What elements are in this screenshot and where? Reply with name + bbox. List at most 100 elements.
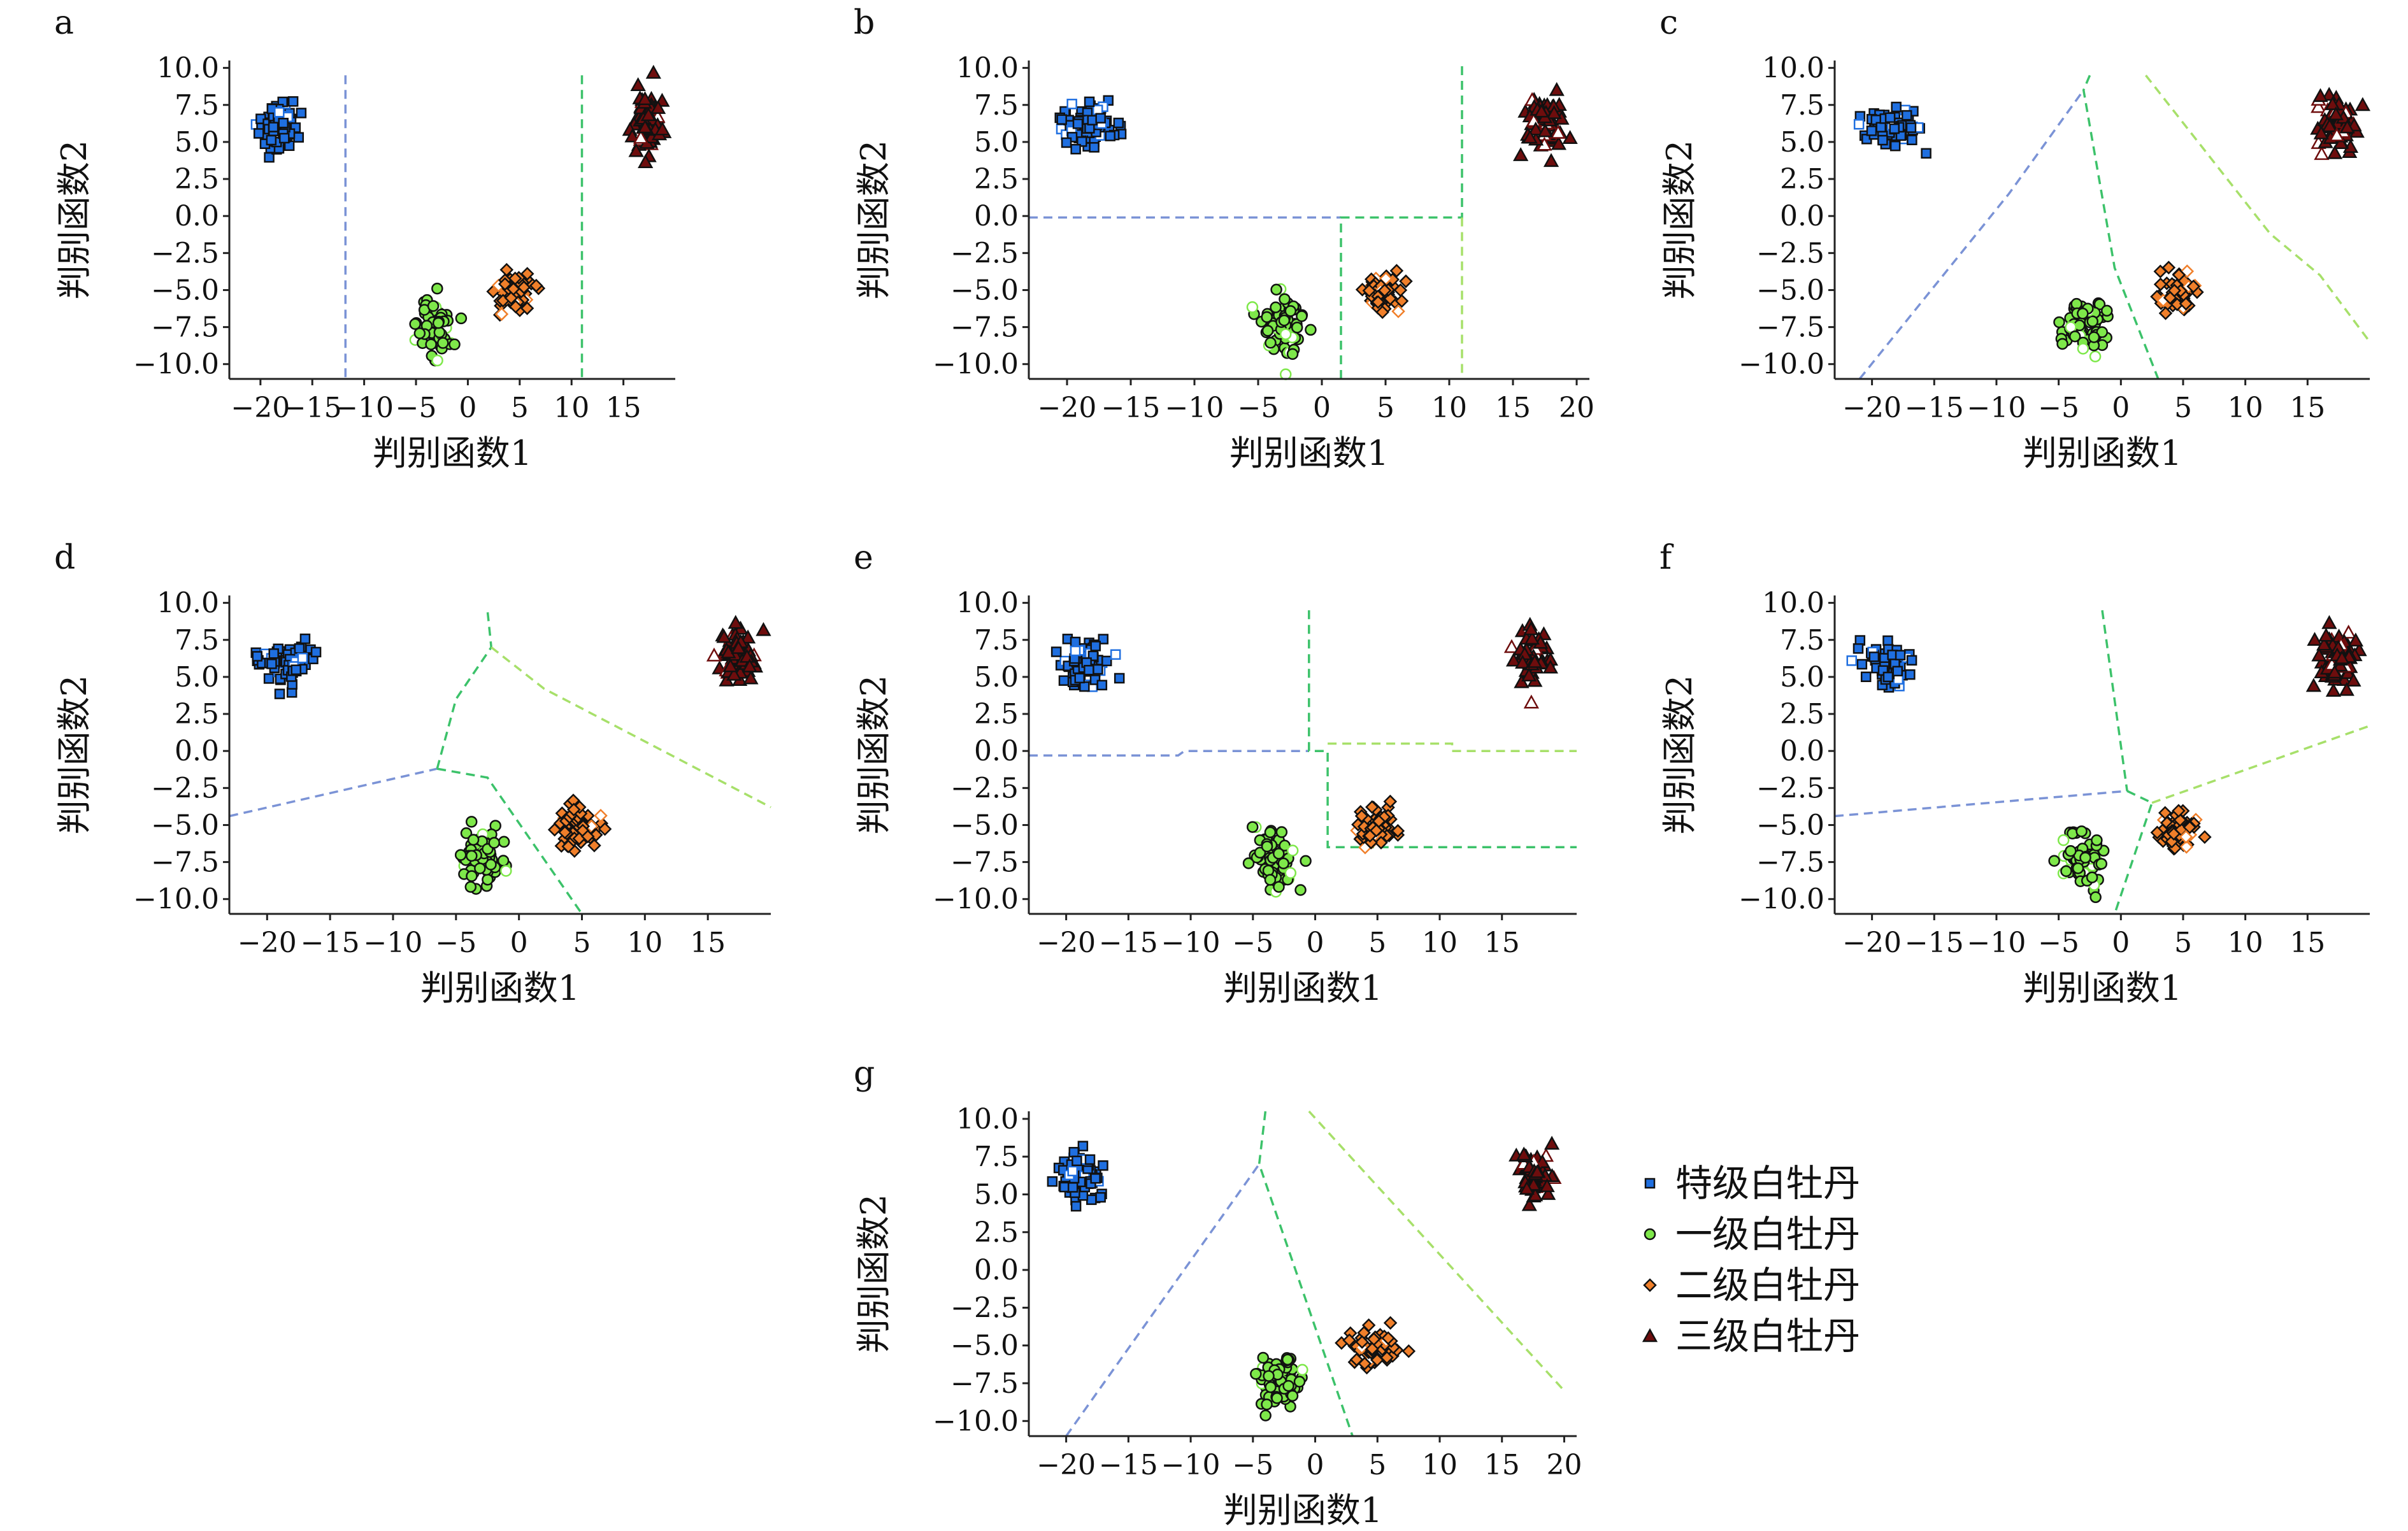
data-point [2339, 681, 2354, 696]
series-4 [1503, 616, 1559, 709]
data-point [293, 132, 305, 143]
data-point [1286, 1390, 1299, 1402]
y-tick-label: −7.5 [1756, 311, 1824, 344]
y-tick-label: 10.0 [1762, 587, 1824, 620]
data-point [1089, 142, 1100, 153]
data-point [1537, 123, 1553, 138]
series-2 [1246, 283, 1317, 381]
panel-letter: b [854, 4, 875, 42]
data-point [467, 834, 480, 846]
data-point [2158, 806, 2172, 820]
decision-boundary [1308, 1110, 1565, 1392]
data-point [1296, 1364, 1308, 1376]
series-1 [1853, 101, 1931, 159]
x-tick-label: 5 [511, 392, 529, 424]
x-tick-label: −5 [1232, 1449, 1273, 1481]
data-point [1528, 121, 1544, 136]
data-point [409, 318, 421, 330]
data-point [1077, 1141, 1089, 1151]
data-point [2329, 127, 2345, 141]
data-point [1342, 1333, 1356, 1348]
data-point [454, 849, 467, 861]
data-point [566, 802, 581, 816]
data-point [1513, 147, 1529, 161]
series-1 [250, 633, 322, 699]
legend-item: 三级白牡丹 [1642, 1314, 1860, 1358]
data-point [1261, 325, 1274, 337]
data-point [1070, 143, 1081, 155]
y-tick-label: 5.0 [175, 126, 219, 159]
data-point [437, 337, 449, 349]
data-point [1363, 829, 1377, 843]
data-point [1279, 328, 1292, 340]
data-point [2307, 632, 2323, 646]
x-tick-label: −5 [1238, 392, 1279, 424]
x-tick-label: −5 [396, 392, 437, 424]
x-tick-label: −15 [1099, 927, 1158, 959]
data-point [558, 825, 572, 839]
data-point [1084, 665, 1094, 676]
x-tick-label: 15 [1484, 1449, 1520, 1481]
panel-b: b 10.0 7.5 5.0 2.5 0.0 −2.5 −5.0 −7.5 −10.0 −20 −15… [854, 4, 1595, 473]
data-point [485, 858, 497, 871]
x-tick-label: −10 [1161, 927, 1221, 959]
data-point [1853, 643, 1864, 654]
data-point [1374, 836, 1388, 850]
data-point [1516, 1146, 1532, 1161]
data-point [739, 648, 755, 663]
data-point [2313, 125, 2329, 139]
x-tick-label: −20 [231, 392, 290, 424]
data-point [2339, 119, 2355, 134]
data-point [630, 77, 646, 92]
data-point [432, 317, 445, 329]
data-point [1514, 674, 1530, 688]
data-point [580, 829, 595, 844]
data-point [2056, 338, 2068, 350]
data-point [2321, 118, 2338, 132]
data-point [2179, 840, 2193, 854]
x-tick-label: 0 [1307, 927, 1324, 959]
data-point [720, 644, 736, 659]
data-point [1264, 826, 1277, 839]
data-point [1275, 826, 1288, 838]
data-point [1066, 99, 1077, 110]
x-tick-label: 5 [573, 927, 591, 959]
data-point [1101, 655, 1112, 667]
data-point [1540, 1186, 1556, 1200]
panel-letter: f [1659, 539, 1674, 577]
data-point [1539, 1178, 1555, 1192]
y-tick-label: −2.5 [950, 772, 1019, 804]
x-tick-label: 0 [1313, 392, 1331, 424]
data-point [1526, 1176, 1542, 1191]
x-tick-label: 0 [459, 392, 477, 424]
data-point [742, 658, 757, 673]
data-point [2172, 804, 2186, 818]
data-point [2163, 290, 2177, 305]
series-2 [1242, 821, 1312, 898]
data-point [1401, 1344, 1416, 1358]
data-point [1868, 652, 1880, 662]
data-point [268, 122, 279, 132]
data-point [2346, 673, 2361, 687]
data-point [1061, 137, 1072, 148]
y-tick-label: 7.5 [974, 89, 1019, 122]
data-point [2158, 306, 2173, 320]
data-point [1377, 283, 1392, 297]
legend-item: 一级白牡丹 [1644, 1213, 1860, 1256]
series-4 [706, 615, 771, 687]
data-point [252, 651, 263, 662]
data-point [2091, 834, 2103, 846]
decision-boundary [2145, 75, 2371, 343]
data-point [2182, 820, 2197, 834]
data-point [2150, 825, 2165, 840]
y-tick-label: −5.0 [1756, 274, 1824, 306]
data-point [2065, 845, 2077, 857]
y-tick-label: −5.0 [151, 274, 219, 306]
x-tick-label: 15 [606, 392, 641, 424]
decision-boundary [2101, 610, 2128, 792]
legend-marker [1644, 1178, 1656, 1189]
x-tick-label: −10 [334, 392, 394, 424]
x-tick-label: 20 [1559, 392, 1595, 424]
data-point [310, 646, 322, 658]
data-point [1551, 136, 1566, 150]
